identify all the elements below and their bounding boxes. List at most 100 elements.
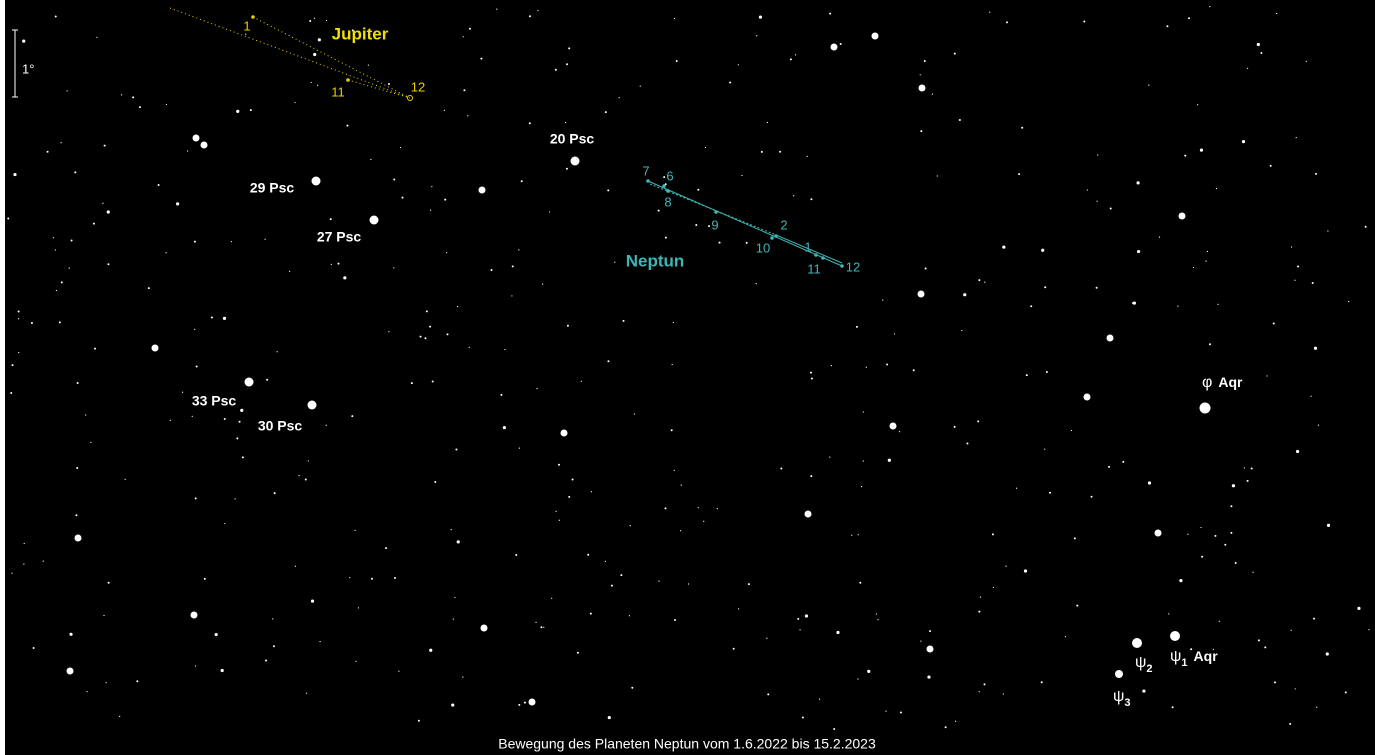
star [105, 682, 107, 684]
star [804, 614, 809, 618]
star [419, 335, 422, 338]
star [580, 380, 582, 382]
star [978, 610, 981, 613]
star [860, 485, 863, 488]
star [1158, 236, 1161, 238]
star [899, 711, 902, 714]
star [1190, 648, 1193, 651]
star [325, 19, 328, 22]
star [399, 146, 402, 149]
star [266, 378, 269, 381]
star [687, 583, 690, 585]
star [310, 81, 312, 84]
star [446, 252, 448, 254]
star [566, 63, 569, 66]
star [1214, 534, 1217, 537]
star [1208, 343, 1211, 346]
star [1109, 207, 1112, 210]
star [370, 577, 373, 580]
star [90, 441, 92, 443]
star [983, 683, 986, 686]
jupiter-path [169, 7, 411, 99]
star [309, 19, 312, 22]
star [1178, 212, 1186, 220]
star [60, 142, 62, 144]
star [607, 360, 610, 363]
month-label: 1 [243, 18, 250, 33]
month-label: 7 [642, 163, 649, 178]
star [979, 596, 982, 598]
star [704, 146, 707, 149]
star [214, 633, 218, 637]
star [401, 196, 404, 199]
star [452, 618, 454, 620]
star [893, 333, 896, 335]
star [236, 109, 240, 114]
star [548, 211, 551, 213]
star [54, 15, 57, 18]
star [429, 209, 432, 211]
star [1296, 449, 1300, 454]
star [307, 460, 309, 462]
star [1015, 487, 1018, 489]
star [1272, 322, 1275, 325]
star [674, 618, 677, 621]
star [238, 420, 241, 423]
star [1187, 533, 1189, 535]
star [1064, 636, 1067, 638]
star [1310, 395, 1312, 397]
star-label: 33 Psc [192, 393, 237, 409]
star [590, 491, 592, 493]
star [929, 630, 932, 633]
star [96, 36, 98, 38]
star [924, 267, 927, 270]
star [417, 719, 420, 722]
star [195, 365, 198, 368]
star-label-part: ψ [1135, 654, 1146, 671]
jupiter-position [407, 95, 413, 101]
star [1230, 531, 1233, 534]
star [1246, 67, 1249, 69]
star [93, 347, 96, 350]
star [463, 89, 466, 92]
star [936, 175, 938, 177]
star [490, 268, 493, 271]
star-label-part: Aqr [1218, 374, 1243, 390]
star [85, 414, 87, 416]
star [1168, 613, 1170, 615]
star [673, 469, 675, 471]
star [398, 670, 400, 672]
star [132, 96, 135, 99]
month-label: 10 [756, 240, 770, 255]
star [926, 645, 934, 653]
star [839, 43, 842, 46]
star [22, 39, 26, 43]
star [1252, 571, 1254, 573]
star [1049, 491, 1052, 494]
star [555, 510, 557, 512]
star [718, 241, 721, 244]
star [587, 553, 590, 556]
star [1205, 260, 1207, 262]
star [234, 498, 236, 500]
star [618, 97, 620, 99]
star [165, 252, 167, 254]
star [963, 293, 967, 297]
star [664, 507, 667, 510]
star [191, 415, 193, 417]
star [107, 581, 110, 584]
star [480, 624, 488, 632]
star [920, 640, 922, 642]
star [1021, 126, 1024, 129]
star [298, 475, 300, 477]
planet-label: Neptun [626, 251, 685, 270]
star [385, 547, 388, 550]
named-star [244, 377, 254, 387]
star [954, 720, 957, 722]
star [992, 586, 995, 589]
star [1095, 286, 1098, 289]
star [17, 310, 20, 313]
star [1294, 279, 1296, 281]
star [119, 715, 121, 717]
